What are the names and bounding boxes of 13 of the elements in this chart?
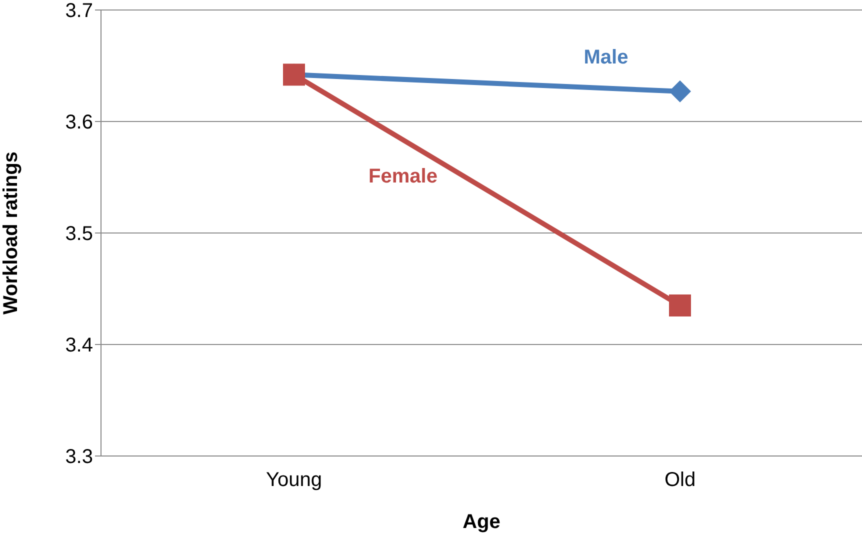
y-tick-label: 3.5 — [65, 223, 93, 246]
y-tick-label: 3.7 — [65, 0, 93, 22]
x-tick-label: Old — [664, 469, 696, 492]
point — [669, 80, 691, 102]
y-axis-title: Workload ratings — [0, 152, 22, 314]
y-tick-label: 3.3 — [65, 446, 93, 468]
x-axis-title: Age — [462, 511, 500, 533]
series-label: Male — [584, 46, 628, 68]
y-tick-label: 3.6 — [65, 112, 93, 134]
x-tick-label: Young — [266, 469, 322, 492]
series-label: Female — [368, 166, 438, 188]
y-tick-label: 3.4 — [65, 334, 93, 357]
point — [669, 294, 691, 316]
